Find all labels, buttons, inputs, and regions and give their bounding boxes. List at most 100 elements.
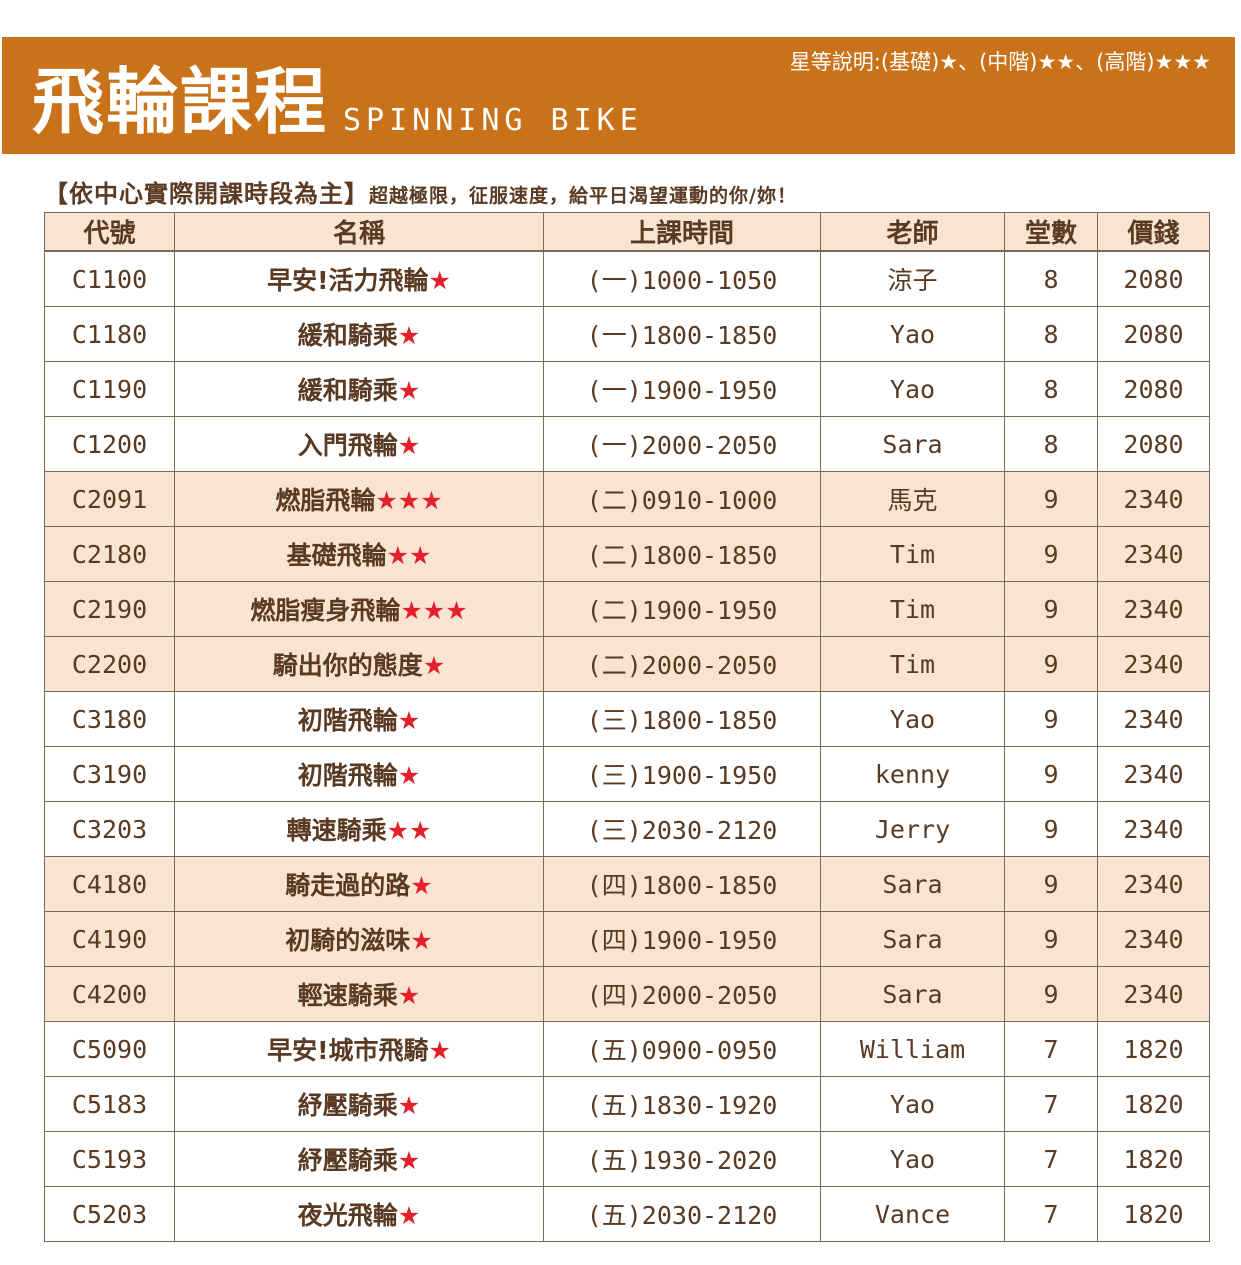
cell-code: C2190	[44, 581, 175, 637]
cell-code: C4190	[44, 911, 175, 967]
table-row: C2200 騎出你的態度★ (二)2000-2050 Tim 9 2340	[44, 636, 1210, 692]
course-name: 早安!活力飛輪	[267, 266, 429, 295]
star-rating: ★	[410, 926, 433, 955]
cell-sessions: 7	[1004, 1076, 1098, 1132]
table-row: C4190 初騎的滋味★ (四)1900-1950 Sara 9 2340	[44, 911, 1210, 967]
course-name: 燃脂飛輪	[275, 486, 376, 515]
table-row: C4180 騎走過的路★ (四)1800-1850 Sara 9 2340	[44, 856, 1210, 912]
cell-sessions: 8	[1004, 306, 1098, 362]
star-rating: ★	[397, 1146, 421, 1175]
cell-code: C4200	[44, 966, 175, 1022]
table-row: C4200 輕速騎乘★ (四)2000-2050 Sara 9 2340	[44, 966, 1210, 1022]
cell-time: (四)1900-1950	[543, 911, 821, 967]
course-name: 初騎的滋味	[285, 926, 411, 955]
cell-time: (二)0910-1000	[543, 471, 821, 527]
table-row: C1100 早安!活力飛輪★ (一)1000-1050 涼子 8 2080	[44, 250, 1210, 307]
star-rating: ★	[397, 761, 421, 790]
cell-code: C5203	[44, 1186, 175, 1242]
cell-teacher: Vance	[820, 1186, 1005, 1242]
cell-price: 2080	[1097, 416, 1210, 472]
star-rating: ★	[397, 431, 421, 460]
cell-price: 1820	[1097, 1076, 1210, 1132]
cell-time: (五)1830-1920	[543, 1076, 821, 1132]
page-subtitle: SPINNING BIKE	[343, 103, 643, 138]
table-row: C1180 緩和騎乘★ (一)1800-1850 Yao 8 2080	[44, 306, 1210, 362]
cell-name: 燃脂瘦身飛輪★★★	[174, 581, 544, 637]
cell-sessions: 9	[1004, 526, 1098, 582]
cell-teacher: Yao	[820, 1076, 1005, 1132]
star-rating: ★	[397, 706, 421, 735]
star-rating: ★	[397, 321, 421, 350]
cell-code: C1190	[44, 361, 175, 417]
star-rating: ★	[422, 651, 446, 680]
cell-name: 緩和騎乘★	[174, 361, 544, 417]
cell-sessions: 9	[1004, 746, 1098, 802]
cell-time: (四)2000-2050	[543, 966, 821, 1022]
cell-price: 2340	[1097, 801, 1210, 857]
star-rating: ★★	[386, 541, 432, 570]
cell-price: 2340	[1097, 526, 1210, 582]
course-name: 紓壓騎乘	[297, 1091, 398, 1120]
cell-teacher: kenny	[820, 746, 1005, 802]
header-banner	[2, 37, 1235, 154]
cell-price: 2340	[1097, 911, 1210, 967]
cell-teacher: 涼子	[820, 250, 1005, 307]
cell-time: (二)1800-1850	[543, 526, 821, 582]
cell-sessions: 9	[1004, 856, 1098, 912]
cell-sessions: 9	[1004, 966, 1098, 1022]
table-row: C5090 早安!城市飛騎★ (五)0900-0950 William 7 1820	[44, 1021, 1210, 1077]
cell-code: C3203	[44, 801, 175, 857]
cell-name: 緩和騎乘★	[174, 306, 544, 362]
cell-teacher: Jerry	[820, 801, 1005, 857]
course-name: 緩和騎乘	[297, 321, 398, 350]
cell-price: 2340	[1097, 471, 1210, 527]
cell-price: 2340	[1097, 691, 1210, 747]
cell-teacher: Sara	[820, 416, 1005, 472]
cell-code: C1100	[44, 250, 175, 307]
cell-teacher: Yao	[820, 306, 1005, 362]
cell-time: (一)1800-1850	[543, 306, 821, 362]
cell-name: 騎出你的態度★	[174, 636, 544, 692]
cell-price: 2340	[1097, 856, 1210, 912]
cell-price: 2080	[1097, 250, 1210, 307]
cell-code: C2200	[44, 636, 175, 692]
table-row: C5183 紓壓騎乘★ (五)1830-1920 Yao 7 1820	[44, 1076, 1210, 1132]
header-price: 價錢	[1097, 212, 1210, 252]
cell-code: C4180	[44, 856, 175, 912]
star-rating: ★	[428, 266, 451, 295]
cell-teacher: Yao	[820, 1131, 1005, 1187]
cell-code: C2091	[44, 471, 175, 527]
cell-time: (二)1900-1950	[543, 581, 821, 637]
schedule-note: 【依中心實際開課時段為主】超越極限，征服速度，給平日渴望運動的你/妳！	[44, 174, 797, 209]
table-row: C5193 紓壓騎乘★ (五)1930-2020 Yao 7 1820	[44, 1131, 1210, 1187]
cell-sessions: 9	[1004, 691, 1098, 747]
cell-teacher: William	[820, 1021, 1005, 1077]
cell-name: 早安!活力飛輪★	[174, 250, 544, 307]
course-name: 燃脂瘦身飛輪	[250, 596, 401, 625]
cell-code: C3190	[44, 746, 175, 802]
cell-sessions: 7	[1004, 1021, 1098, 1077]
cell-name: 初騎的滋味★	[174, 911, 544, 967]
table-row: C3203 轉速騎乘★★ (三)2030-2120 Jerry 9 2340	[44, 801, 1210, 857]
cell-time: (五)1930-2020	[543, 1131, 821, 1187]
course-table: 代號 名稱 上課時間 老師 堂數 價錢 C1100 早安!活力飛輪★ (一)1000…	[44, 212, 1210, 1242]
star-rating: ★★	[386, 816, 432, 845]
star-rating: ★★★	[375, 486, 443, 515]
cell-code: C5090	[44, 1021, 175, 1077]
table-header-row: 代號 名稱 上課時間 老師 堂數 價錢	[44, 212, 1210, 252]
cell-teacher: Tim	[820, 526, 1005, 582]
cell-price: 2340	[1097, 581, 1210, 637]
table-row: C5203 夜光飛輪★ (五)2030-2120 Vance 7 1820	[44, 1186, 1210, 1242]
course-name: 夜光飛輪	[297, 1201, 398, 1230]
cell-price: 1820	[1097, 1186, 1210, 1242]
cell-sessions: 9	[1004, 471, 1098, 527]
cell-teacher: Tim	[820, 581, 1005, 637]
course-name: 入門飛輪	[297, 431, 398, 460]
table-row: C2091 燃脂飛輪★★★ (二)0910-1000 馬克 9 2340	[44, 471, 1210, 527]
star-rating: ★	[397, 1091, 421, 1120]
header-code: 代號	[44, 212, 175, 252]
cell-sessions: 9	[1004, 581, 1098, 637]
cell-code: C2180	[44, 526, 175, 582]
star-legend: 星等說明:(基礎)★、(中階)★★、(高階)★★★	[789, 50, 1211, 74]
cell-code: C1200	[44, 416, 175, 472]
